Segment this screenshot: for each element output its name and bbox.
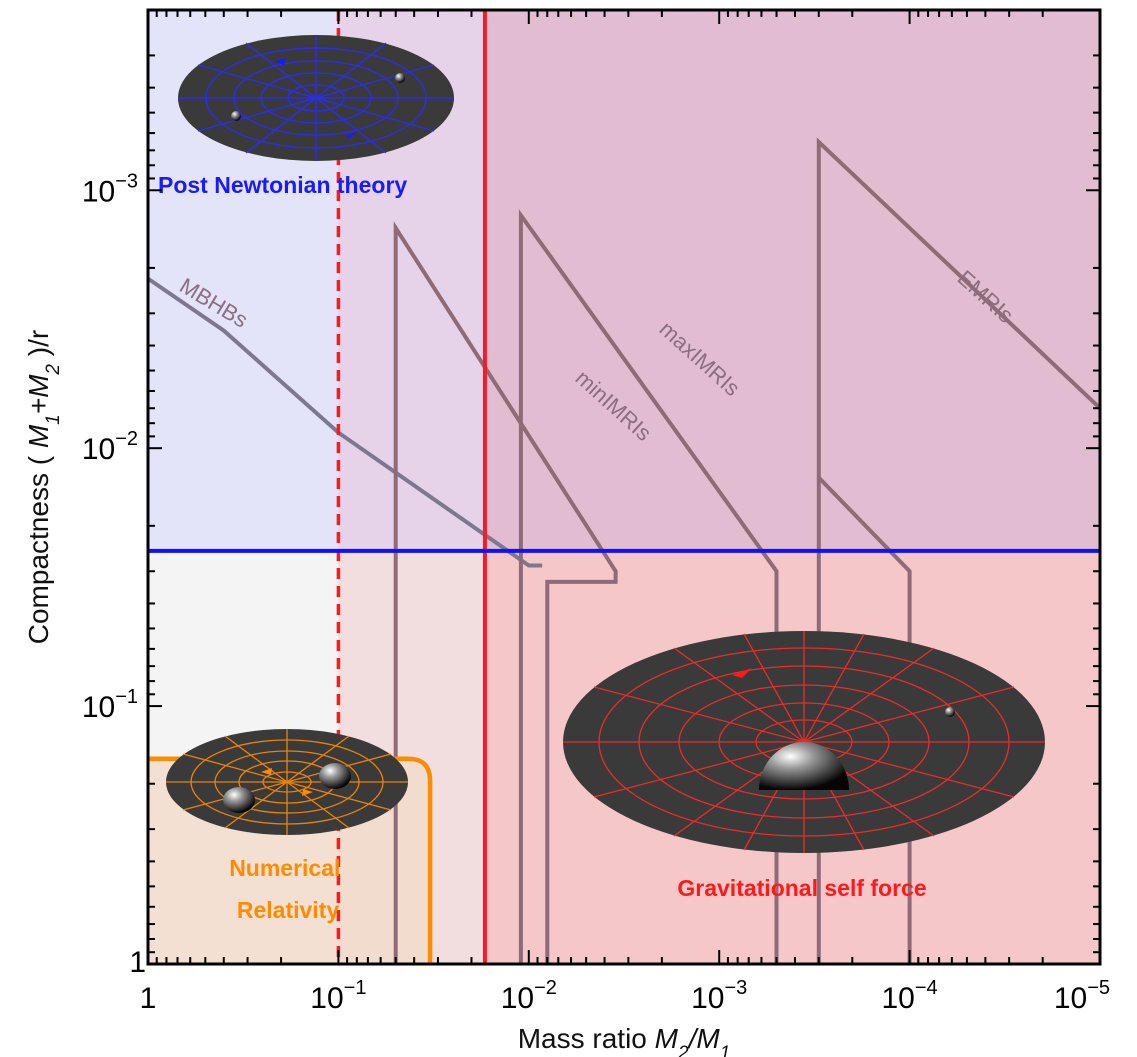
arrow-icon [274,58,286,65]
arrow-icon [732,668,752,678]
bh-small-icon [395,73,405,83]
tick-marks [148,9,1101,965]
tick-labels: 1 10−1 10−2 10−3 10−4 10−5 1 10−1 10−2 10−3 [82,170,1110,1015]
arrow-icon [261,768,272,775]
bh-icon [319,763,351,789]
y-tick-label: 10−2 [82,428,138,466]
series-line-minimris [393,221,618,964]
gsf-disk-illustration [563,631,1045,853]
x-tick-label: 10−2 [501,977,557,1015]
y-axis-title-suffix: )/r [23,330,54,356]
x-axis-title-math: M2/M1 [655,1023,731,1057]
y-axis-title-prefix: Compactness ( [23,455,54,644]
y-tick-label: 10−3 [82,170,138,208]
arrow-icon [346,132,358,139]
x-tick-label: 10−4 [882,977,938,1015]
x-tick-label: 1 [140,982,157,1015]
plot-frame [146,8,1102,966]
y-axis-title: Compactness ( M1+M2 )/r [23,330,64,644]
x-axis-title-prefix: Mass ratio [518,1023,655,1054]
x-tick-label: 10−1 [310,977,366,1015]
x-axis-title: Mass ratio M2/M1 [518,1023,731,1057]
bh-small-icon [945,707,955,717]
y-tick-label: 10−1 [82,686,138,724]
pn-region-title: Post Newtonian theory [158,172,407,198]
bh-small-icon [231,111,241,121]
gsf-region-title: Gravitational self force [677,875,926,901]
nr-region-title: Numerical Relativity [229,855,347,923]
x-tick-label: 10−3 [691,977,747,1015]
y-tick-label: 1 [129,946,146,979]
nr-binary-disk-illustration [166,729,408,835]
nr-title-line-2: Relativity [237,897,339,923]
pn-binary-disk-illustration [178,35,454,161]
bh-icon [223,787,255,813]
arrow-icon [302,789,313,796]
nr-boundary-line [148,756,433,964]
x-tick-label: 10−5 [1054,977,1110,1015]
black-hole-icon [759,742,849,790]
y-axis-title-math: M1+M2 [23,364,64,449]
nr-title-line-1: Numerical [229,855,340,881]
gsf-region-fill-upper [484,10,1100,551]
